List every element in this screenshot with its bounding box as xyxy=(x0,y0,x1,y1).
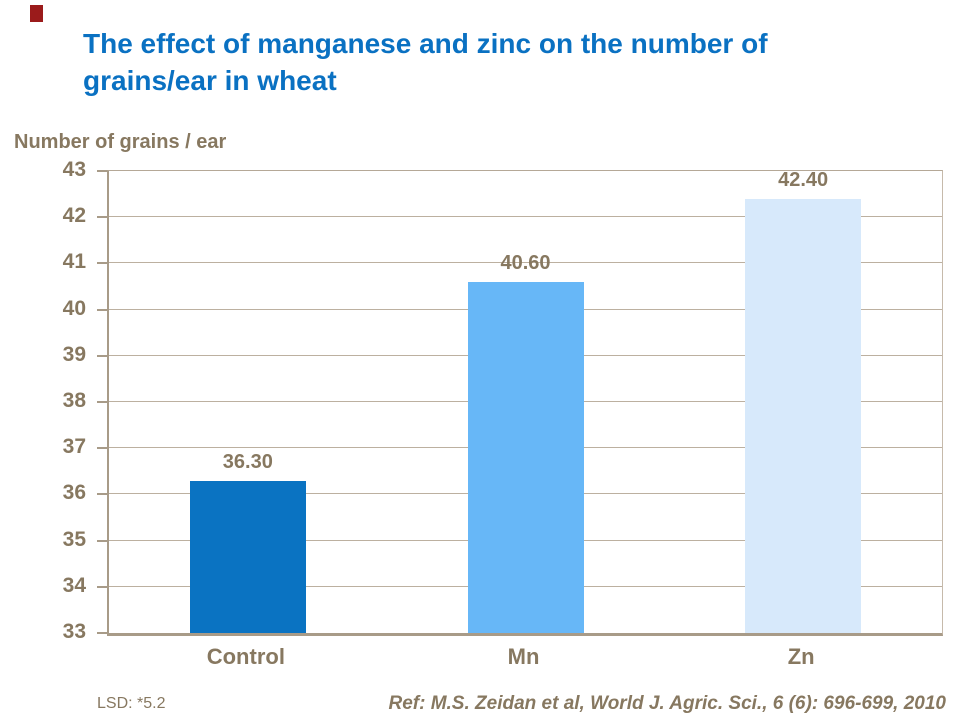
gridline xyxy=(109,262,942,264)
x-category-label-control: Control xyxy=(206,644,285,669)
y-tick-label: 37 xyxy=(62,435,86,459)
y-tick-label: 36 xyxy=(62,481,86,505)
y-tick-label: 41 xyxy=(62,250,86,274)
y-tick-label: 34 xyxy=(62,573,86,597)
y-tick-label: 43 xyxy=(62,158,86,181)
x-axis-labels: Control Mn Zn xyxy=(107,644,940,672)
y-tick-mark xyxy=(97,262,107,265)
bar-value-label: 42.40 xyxy=(778,168,829,191)
y-tick-label: 39 xyxy=(62,342,86,366)
y-tick-mark xyxy=(97,354,107,357)
bar-value-label: 40.60 xyxy=(500,251,551,274)
bar-control: 36.30 xyxy=(189,451,306,633)
y-tick-mark xyxy=(97,539,107,542)
y-tick-mark xyxy=(97,216,107,219)
y-tick-mark xyxy=(97,585,107,588)
gridline xyxy=(109,216,942,218)
y-tick-labels: 33 34 35 36 37 38 39 40 41 42 43 xyxy=(28,158,86,643)
y-tick-label: 33 xyxy=(62,620,86,643)
y-tick-label: 42 xyxy=(62,204,86,228)
y-tick-mark xyxy=(97,308,107,311)
bar-value-label: 36.30 xyxy=(222,450,273,473)
slide-accent-mark xyxy=(30,5,43,22)
chart-title-line-1: The effect of manganese and zinc on the … xyxy=(83,28,768,59)
y-tick-mark xyxy=(97,632,107,634)
y-tick-mark xyxy=(97,493,107,496)
lsd-note: LSD: *5.2 xyxy=(97,695,166,712)
y-tick-mark xyxy=(97,170,107,172)
y-tick-mark xyxy=(97,401,107,403)
y-axis-title: Number of grains / ear xyxy=(14,131,227,153)
y-tick-label: 40 xyxy=(62,296,86,320)
bar-mn: 40.60 xyxy=(467,252,584,633)
chart-title-line-2: grains/ear in wheat xyxy=(83,64,337,96)
bar-zn: 42.40 xyxy=(745,169,862,633)
y-tick-mark xyxy=(97,447,107,450)
chart-title: The effect of manganese and zinc on the … xyxy=(83,26,883,100)
y-tick-label: 38 xyxy=(62,389,86,412)
x-category-label-zn: Zn xyxy=(787,644,815,669)
reference-citation: Ref: M.S. Zeidan et al, World J. Agric. … xyxy=(388,693,946,714)
y-tick-label: 35 xyxy=(62,527,86,551)
plot-area: 36.30 40.60 42.40 xyxy=(97,169,943,636)
x-category-label-mn: Mn xyxy=(507,644,540,669)
